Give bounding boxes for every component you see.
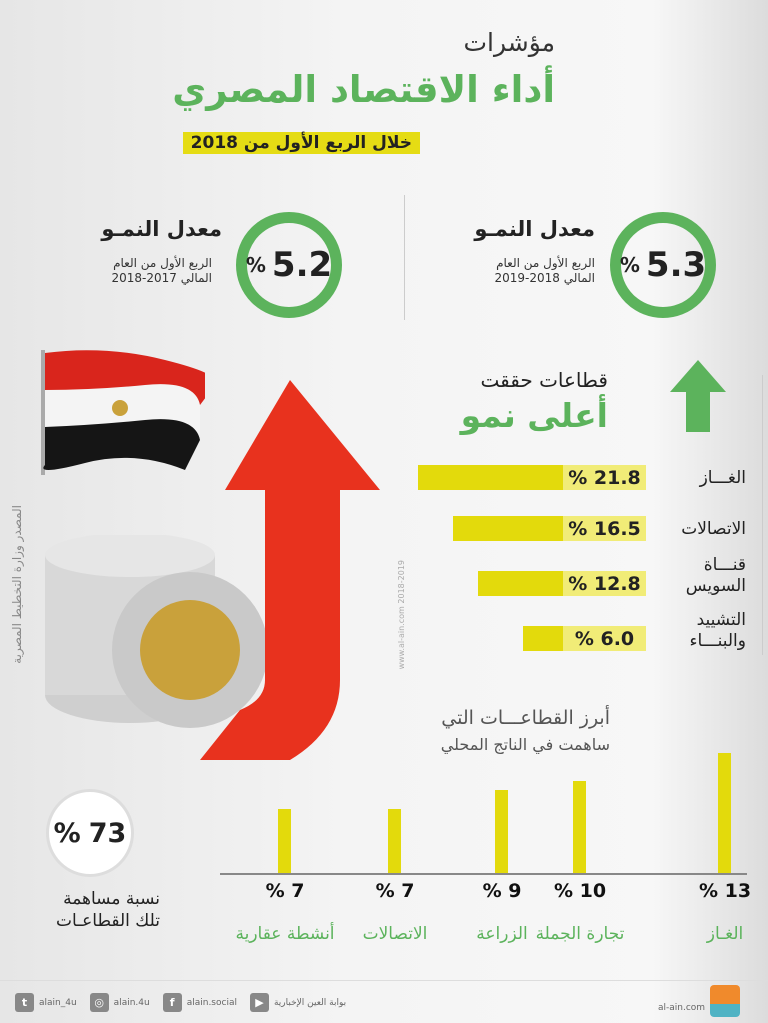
growth-title-previous: معدل النمـو [101, 217, 222, 241]
hbar: % 21.8 [418, 465, 646, 490]
growth-desc-line1: الربع الأول من العام [496, 256, 595, 270]
hbar-row: الغـــاز [646, 465, 746, 491]
facebook-icon[interactable]: f [162, 993, 182, 1012]
percent-sign: % [619, 253, 640, 277]
contribution-label-line1: نسبة مساهمة [63, 889, 160, 909]
vbar-category: تجارة الجملة [535, 924, 625, 944]
sectors-title1: قطاعات حققت [480, 368, 608, 392]
divider [404, 195, 405, 320]
hbar-value: % 21.8 [563, 465, 646, 490]
twitter-icon[interactable]: t [15, 993, 34, 1012]
hbar-label: الغـــاز [699, 467, 746, 488]
divider [762, 375, 763, 655]
vbar-category: الاتصالات [362, 924, 428, 944]
hbar-label: التشييد والبنـــاء [689, 610, 747, 651]
youtube-icon[interactable]: ▶ [249, 993, 269, 1012]
hbar-label: قنـــاة السويس [685, 555, 746, 596]
watermark: www.al-ain.com 2018-2019 [397, 560, 406, 670]
vbar [718, 753, 731, 873]
chart-baseline [220, 873, 747, 875]
hbar-row: قنـــاة السويس [666, 555, 746, 596]
vbar-value: % 9 [482, 880, 522, 902]
vbar [573, 781, 586, 873]
twitter-handle[interactable]: alain_4u [39, 997, 77, 1008]
vbar-category: أنشطة عقارية [235, 924, 335, 944]
contribution-circle: % 73 [46, 789, 134, 877]
chart-title: أبرز القطاعـــات التي [441, 707, 610, 729]
growth-desc-current: الربع الأول من العام المالي 2018-2019 [495, 256, 596, 286]
growth-desc-line2: المالي 2017-2018 [111, 271, 213, 285]
growth-ring-current: % 5.3 [610, 212, 716, 318]
growth-title-current: معدل النمـو [474, 217, 595, 241]
hbar-value: % 12.8 [563, 571, 646, 596]
title-line1: مؤشرات [463, 28, 555, 57]
growth-desc-previous: الربع الأول من العام المالي 2017-2018 [112, 256, 213, 286]
social-links: t alain_4u ◎ alain.4u f alain.social ▶ بوابة… [15, 993, 346, 1012]
green-up-arrow-icon [670, 360, 726, 432]
contribution-label: نسبة مساهمة تلك القطاعـات [56, 888, 160, 932]
hbar-label: الاتصالات [681, 518, 746, 539]
growth-desc-line1: الربع الأول من العام [113, 256, 212, 270]
growth-value: 5.3 [645, 245, 707, 285]
facebook-handle[interactable]: alain.social [186, 997, 237, 1008]
vbar-value: % 10 [553, 880, 607, 902]
percent-sign: % [53, 817, 81, 849]
contribution-label-line2: تلك القطاعـات [55, 911, 160, 931]
hbar-value: % 16.5 [563, 516, 646, 541]
percent-sign: % [245, 253, 266, 277]
coins-illustration [45, 535, 265, 728]
vbar-value: % 7 [375, 880, 415, 902]
hbar: % 6.0 [523, 626, 646, 651]
vbar [495, 790, 508, 873]
vbar-category: الزراعة [476, 924, 528, 944]
instagram-handle[interactable]: alain.4u [113, 997, 150, 1008]
egypt-flag-icon [41, 350, 205, 475]
youtube-handle[interactable]: بوابة العين الإخبارية [273, 997, 347, 1008]
vbar [388, 808, 401, 873]
hbar-row: التشييد والبنـــاء [666, 610, 747, 651]
instagram-icon[interactable]: ◎ [89, 993, 109, 1012]
page-title: أداء الاقتصاد المصري [172, 68, 555, 111]
growth-desc-line2: المالي 2018-2019 [494, 271, 596, 285]
chart-subtitle: ساهمت في الناتج المحلي [440, 735, 610, 754]
contribution-value: 73 [88, 817, 127, 849]
site-link[interactable]: al-ain.com [658, 1003, 706, 1013]
sectors-title2: أعلى نمو [460, 396, 608, 435]
source-note: المصدر وزارة التخطيط المصرية [10, 505, 24, 664]
vbar-category: الغـاز [706, 924, 744, 944]
growth-ring-previous: % 5.2 [236, 212, 342, 318]
subtitle: خلال الربع الأول من 2018 [182, 132, 420, 154]
red-up-arrow-icon [200, 380, 380, 760]
vbar [278, 808, 291, 873]
al-ain-logo[interactable] [710, 985, 740, 1017]
vbar-value: % 7 [265, 880, 305, 902]
hbar: % 12.8 [477, 571, 646, 596]
hbar-row: الاتصالات [646, 516, 746, 542]
growth-value: 5.2 [271, 245, 333, 285]
footer-divider [0, 980, 768, 981]
vbar-value: % 13 [698, 880, 752, 902]
hbar-value: % 6.0 [563, 626, 646, 651]
hbar: % 16.5 [453, 516, 646, 541]
